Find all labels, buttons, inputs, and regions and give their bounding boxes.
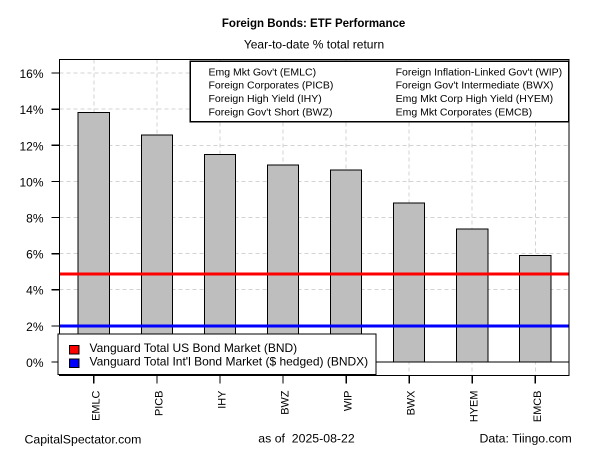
svg-text:Emg Mkt Corporates (EMCB): Emg Mkt Corporates (EMCB) xyxy=(396,106,533,118)
svg-text:12%: 12% xyxy=(19,139,43,153)
svg-text:6%: 6% xyxy=(26,248,44,262)
svg-text:IHY: IHY xyxy=(216,390,228,409)
svg-text:Data: Tiingo.com: Data: Tiingo.com xyxy=(480,432,572,446)
svg-text:2%: 2% xyxy=(26,320,44,334)
svg-text:Foreign Inflation-Linked Gov't: Foreign Inflation-Linked Gov't (WIP) xyxy=(396,66,563,78)
svg-text:Foreign Gov't Intermediate (BW: Foreign Gov't Intermediate (BWX) xyxy=(396,80,554,92)
svg-text:16%: 16% xyxy=(19,67,43,81)
svg-text:HYEM: HYEM xyxy=(469,391,481,422)
svg-text:10%: 10% xyxy=(19,175,43,189)
svg-text:CapitalSpectator.com: CapitalSpectator.com xyxy=(25,433,142,447)
svg-text:WIP: WIP xyxy=(343,391,355,412)
svg-text:Foreign Corporates (PICB): Foreign Corporates (PICB) xyxy=(209,80,334,92)
svg-text:Foreign Bonds: ETF Performance: Foreign Bonds: ETF Performance xyxy=(222,18,405,30)
svg-text:4%: 4% xyxy=(26,284,44,298)
svg-text:Year-to-date % total return: Year-to-date % total return xyxy=(244,38,384,52)
svg-text:Vanguard Total Int'l Bond Mark: Vanguard Total Int'l Bond Market ($ hedg… xyxy=(90,355,369,369)
svg-text:0%: 0% xyxy=(26,356,44,370)
svg-text:as of 2025-08-22: as of 2025-08-22 xyxy=(258,432,355,446)
svg-text:Emg Mkt Corp High Yield (HYEM): Emg Mkt Corp High Yield (HYEM) xyxy=(396,93,554,105)
svg-text:EMCB: EMCB xyxy=(532,391,544,422)
svg-text:Foreign Gov't Short (BWZ): Foreign Gov't Short (BWZ) xyxy=(209,106,333,118)
svg-text:BWX: BWX xyxy=(406,390,418,416)
svg-text:PICB: PICB xyxy=(153,391,165,416)
svg-text:14%: 14% xyxy=(19,103,43,117)
svg-text:EMLC: EMLC xyxy=(90,390,102,420)
svg-text:BWZ: BWZ xyxy=(280,390,292,415)
svg-text:8%: 8% xyxy=(26,212,44,226)
svg-text:Foreign High Yield (IHY): Foreign High Yield (IHY) xyxy=(209,93,322,105)
svg-text:Vanguard Total US Bond Market: Vanguard Total US Bond Market (BND) xyxy=(90,341,298,355)
svg-text:Emg Mkt Gov't (EMLC): Emg Mkt Gov't (EMLC) xyxy=(209,66,317,78)
